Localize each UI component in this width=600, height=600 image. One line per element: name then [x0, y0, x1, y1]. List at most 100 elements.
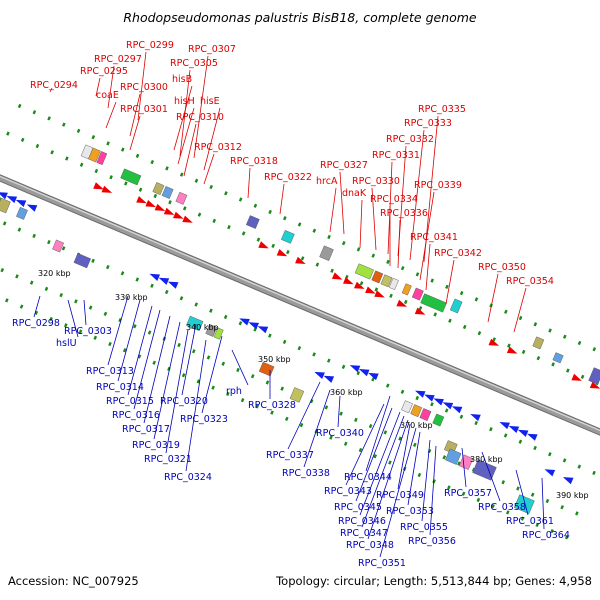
track-dot [35, 143, 40, 149]
gene-label: RPC_0318 [230, 156, 278, 167]
leader-line [397, 219, 401, 269]
track-dot [221, 361, 226, 366]
track-dot [124, 181, 128, 186]
leader-line [201, 335, 223, 414]
leader-line [371, 187, 377, 251]
gene-block [401, 283, 412, 296]
gene-label: RPC_0328 [248, 400, 296, 411]
leader-line [185, 339, 207, 472]
gene-label: RPC_0319 [132, 440, 180, 451]
leader-line [365, 395, 391, 472]
tick-label: 330 kbp [115, 293, 148, 302]
track-dot [250, 374, 255, 379]
track-dot [564, 535, 569, 540]
gene-label: RPC_0295 [80, 66, 128, 77]
track-dot [62, 122, 66, 127]
track-dot [256, 237, 261, 242]
gene-label: RPC_0341 [410, 232, 458, 243]
track-dot [227, 225, 231, 230]
track-dot [206, 355, 211, 360]
track-dot [286, 249, 290, 255]
leader-line [361, 415, 405, 528]
track-dot [474, 297, 479, 302]
leader-line [481, 451, 501, 502]
track-dot [341, 364, 346, 369]
forward-gene-arrow [258, 241, 269, 249]
gene-label: RPC_0299 [126, 40, 174, 51]
gene-block [96, 151, 108, 166]
track-dot [415, 395, 420, 401]
track-dot [179, 172, 184, 177]
gene-label: RPC_0330 [352, 176, 400, 187]
gene-label: RPC_0322 [264, 172, 312, 183]
gene-block [246, 215, 260, 229]
track-dot [29, 280, 34, 285]
track-dot [489, 427, 493, 432]
track-dot [299, 422, 304, 428]
track-dot [2, 221, 7, 226]
reverse-gene-arrow [349, 365, 361, 373]
track-dot [548, 452, 552, 457]
track-dot [327, 358, 331, 363]
leader-line [339, 171, 345, 235]
gene-label: hrcA [316, 176, 338, 187]
forward-gene-arrow [343, 277, 354, 285]
gene-block [52, 239, 64, 253]
gene-labels: RPC_0294RPC_0295RPC_0297RPC_0299coaERPC_… [12, 40, 570, 569]
genome-summary-text: Topology: circular; Length: 5,513,844 bp… [275, 574, 592, 588]
reverse-gene-arrow [0, 192, 8, 200]
reverse-gene-arrow [499, 422, 510, 430]
track-dot [386, 259, 390, 265]
track-dot [545, 498, 550, 504]
gene-label: RPC_0343 [324, 486, 372, 497]
forward-gene-arrow [331, 272, 343, 280]
track-dot [78, 329, 83, 334]
track-dot [368, 423, 373, 429]
gene-block [0, 197, 11, 214]
track-dot [182, 206, 187, 211]
track-dot [209, 184, 213, 190]
tick-label: 320 kbp [38, 269, 71, 278]
gene-label: rph [226, 386, 242, 397]
track-dot [520, 516, 525, 521]
track-dot [459, 414, 464, 419]
track-dot [15, 274, 19, 279]
track-dot [433, 312, 438, 317]
forward-gene-arrow [365, 286, 376, 294]
gene-label: RPC_0337 [266, 450, 314, 461]
track-dot [137, 354, 142, 359]
track-dot [0, 268, 5, 273]
track-dot [152, 360, 156, 365]
track-dot [32, 110, 37, 115]
track-dot [339, 411, 343, 416]
reverse-gene-arrow [257, 326, 269, 334]
gene-label: RPC_0351 [358, 558, 406, 569]
gene-label: RPC_0336 [380, 208, 428, 219]
track-dot [312, 228, 317, 233]
gene-block [432, 413, 445, 427]
track-dot [327, 234, 331, 240]
track-dot [120, 271, 125, 276]
track-dot [168, 200, 172, 205]
leader-line [345, 403, 385, 486]
track-dot [179, 296, 184, 301]
track-dot [417, 472, 422, 478]
track-dot [383, 430, 388, 435]
gene-label: RPC_0355 [400, 522, 448, 533]
gene-block [258, 361, 275, 377]
track-dot [177, 342, 181, 348]
gene-label: RPC_0333 [404, 118, 452, 129]
track-dot [20, 137, 25, 142]
backbone-fill [0, 175, 600, 435]
leader-line [143, 315, 171, 424]
leader-line [419, 191, 435, 281]
gene-label: RPC_0313 [86, 366, 134, 377]
track-dot [50, 150, 54, 155]
gene-label: RPC_0356 [408, 536, 456, 547]
track-dot [91, 258, 95, 263]
track-dot [19, 304, 24, 309]
track-dot [147, 330, 152, 335]
gene-block [205, 324, 218, 337]
track-dot [507, 343, 511, 348]
track-dot [105, 264, 110, 270]
